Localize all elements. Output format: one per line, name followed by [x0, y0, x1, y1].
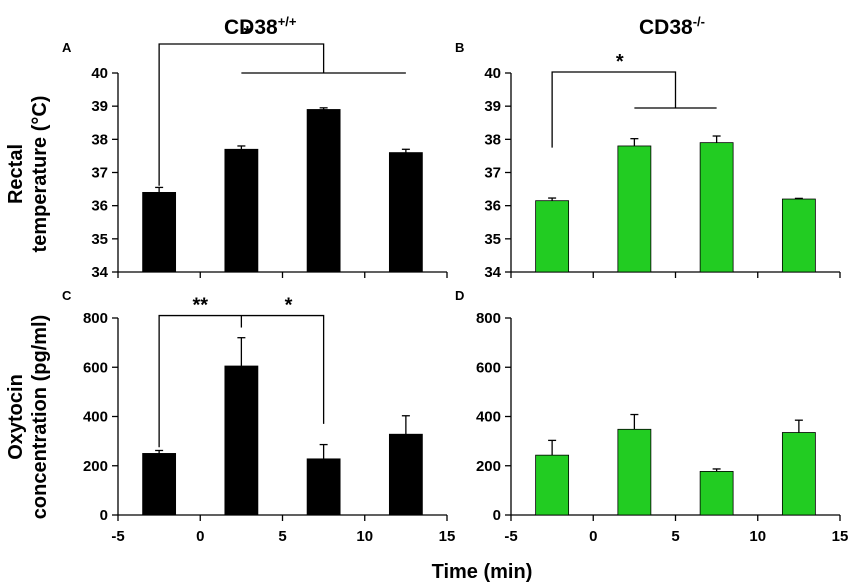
y-tick-label: 39: [484, 98, 501, 115]
bar: [224, 148, 259, 273]
y-tick-label: 600: [83, 359, 108, 376]
x-tick-label: 0: [589, 528, 597, 545]
bar: [306, 458, 341, 516]
panel-a: A 34 35 36 37 38 39 40 *: [62, 23, 448, 281]
bar: [617, 428, 652, 516]
bar: [781, 198, 816, 273]
bar: [535, 454, 570, 516]
bar: [617, 145, 652, 273]
ylabel-top-line2: temperature (°C): [29, 96, 51, 253]
ylabel-bottom-line1: Oxytocin: [5, 374, 27, 460]
bar: [535, 200, 570, 273]
y-tick-label: 800: [83, 310, 108, 327]
bar: [388, 433, 423, 516]
y-tick-label: 34: [91, 264, 108, 281]
bar: [142, 191, 177, 273]
ylabel-top: Rectal temperature (°C): [5, 96, 51, 253]
x-tick-label: 0: [196, 528, 204, 545]
panel-letter: C: [62, 288, 72, 303]
significance-star: *: [285, 295, 293, 317]
significance-bracket: [158, 43, 325, 186]
x-tick-label: 15: [439, 528, 456, 545]
bar: [781, 432, 816, 516]
ylabel-top-line1: Rectal: [5, 144, 27, 204]
panel-letter: D: [455, 288, 464, 303]
panel-letter: B: [455, 40, 464, 55]
bar: [699, 142, 734, 273]
significance-star: **: [192, 295, 208, 317]
bar: [388, 152, 423, 273]
y-tick-label: 600: [476, 359, 501, 376]
y-tick-label: 37: [484, 165, 501, 182]
y-tick-label: 200: [83, 458, 108, 475]
x-tick-label: -5: [111, 528, 124, 545]
y-tick-label: 400: [83, 409, 108, 426]
y-tick-label: 35: [484, 231, 501, 248]
y-tick-label: 34: [484, 264, 501, 281]
y-tick-label: 40: [484, 65, 501, 82]
x-tick-label: -5: [504, 528, 517, 545]
x-tick-label: 5: [278, 528, 286, 545]
x-tick-label: 10: [749, 528, 766, 545]
col-title-left: CD38+/+: [224, 14, 297, 39]
panel-b: B 34 35 36 37 38 39 40 *: [455, 40, 841, 281]
significance-bracket: [551, 71, 677, 148]
y-tick-label: 0: [100, 507, 108, 524]
x-axis-label: Time (min): [432, 561, 533, 583]
bar: [699, 471, 734, 516]
significance-star: *: [243, 23, 251, 45]
y-tick-label: 36: [484, 198, 501, 215]
ylabel-bottom-line2: concentration (pg/ml): [29, 315, 51, 519]
y-tick-label: 37: [91, 165, 108, 182]
y-tick-label: 800: [476, 310, 501, 327]
bar: [306, 109, 341, 273]
x-tick-label: 5: [671, 528, 679, 545]
y-tick-label: 38: [484, 131, 501, 148]
ylabel-bottom: Oxytocin concentration (pg/ml): [5, 315, 51, 519]
y-tick-label: 0: [493, 507, 501, 524]
bar: [224, 365, 259, 516]
y-tick-label: 39: [91, 98, 108, 115]
significance-star: *: [616, 51, 624, 73]
col-title-right: CD38-/-: [639, 14, 705, 39]
y-tick-label: 36: [91, 198, 108, 215]
x-tick-label: 15: [832, 528, 849, 545]
y-tick-label: 38: [91, 131, 108, 148]
y-tick-label: 200: [476, 458, 501, 475]
bar: [142, 453, 177, 516]
y-tick-label: 400: [476, 409, 501, 426]
y-tick-label: 40: [91, 65, 108, 82]
y-tick-label: 35: [91, 231, 108, 248]
panel-letter: A: [62, 40, 72, 55]
x-tick-label: 10: [356, 528, 373, 545]
